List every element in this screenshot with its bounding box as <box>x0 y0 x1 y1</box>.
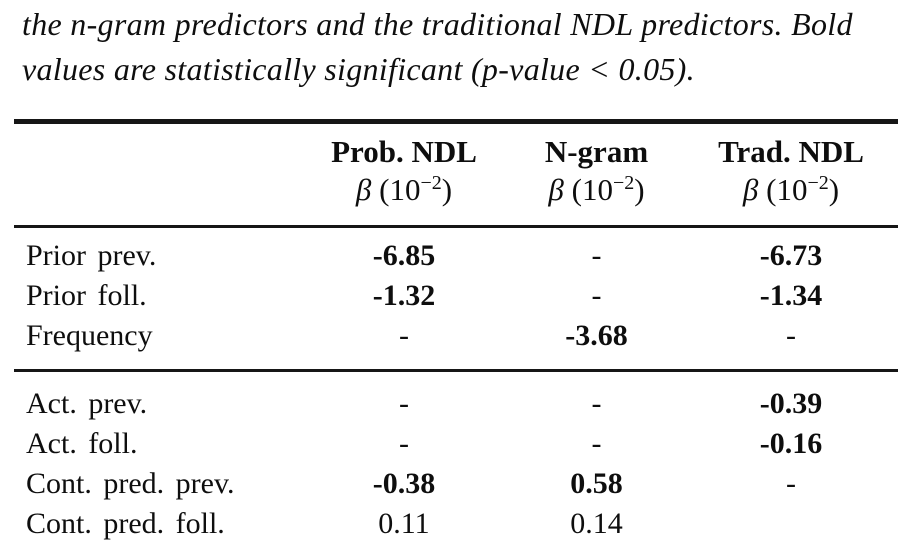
caption-line-2: values are statistically significant (p-… <box>22 51 695 87</box>
table-cell: - <box>591 279 602 312</box>
table-cell: - <box>399 319 409 352</box>
row-label: Prior foll. <box>26 279 147 312</box>
table-row: Frequency - -3.68 - <box>14 316 898 356</box>
row-label: Frequency <box>26 319 153 352</box>
column-title: Trad. NDL <box>718 134 864 169</box>
table-cell: -6.73 <box>759 239 823 272</box>
column-header-ngram: N-gram β (10−2) <box>509 133 684 213</box>
table-cell: -1.34 <box>759 279 823 312</box>
table-cell: -3.68 <box>565 319 628 352</box>
unit-exponent: −2 <box>612 172 635 194</box>
table-header: Prob. NDL β (10−2) N-gram β (10−2) Trad.… <box>14 124 898 225</box>
row-label: Act. prev. <box>26 387 148 420</box>
beta-symbol: β <box>355 172 372 207</box>
table-cell: -0.16 <box>759 427 823 460</box>
table-row: Prior prev. -6.85 - -6.73 <box>14 236 898 276</box>
column-unit: β (10−2) <box>684 171 898 213</box>
table-row: Prior foll. -1.32 - -1.34 <box>14 276 898 316</box>
column-title: Prob. NDL <box>331 134 477 169</box>
unit-exponent: −2 <box>420 172 442 194</box>
unit-open: (10 <box>758 172 808 207</box>
unit-close: ) <box>828 172 840 207</box>
column-unit: β (10−2) <box>299 171 509 213</box>
column-title: N-gram <box>544 134 649 169</box>
table-row: Act. prev. - - -0.39 <box>14 384 898 424</box>
table-cell: 0.14 <box>570 507 623 540</box>
unit-open: (10 <box>371 172 421 207</box>
beta-symbol: β <box>548 172 564 207</box>
table-cell: - <box>591 387 602 420</box>
table-cell: 0.11 <box>378 507 430 540</box>
table-cell: - <box>786 467 796 500</box>
table-caption: the n-gram predictors and the traditiona… <box>22 2 902 92</box>
table-group-activation: Act. prev. - - -0.39 Act. foll. - - -0.1… <box>14 372 898 544</box>
table-cell: - <box>399 387 409 420</box>
column-header-trad-ndl: Trad. NDL β (10−2) <box>684 133 898 213</box>
caption-line-1: the n-gram predictors and the traditiona… <box>22 6 853 42</box>
table-cell: -6.85 <box>372 239 436 272</box>
unit-close: ) <box>634 172 645 207</box>
column-header-prob-ndl: Prob. NDL β (10−2) <box>299 133 509 213</box>
row-label: Cont. pred. foll. <box>26 507 225 540</box>
table-cell: - <box>786 319 796 352</box>
row-label: Prior prev. <box>26 239 157 272</box>
table-cell: - <box>591 239 602 272</box>
table-group-prior: Prior prev. -6.85 - -6.73 Prior foll. -1… <box>14 228 898 369</box>
row-label: Act. foll. <box>26 427 138 460</box>
row-label: Cont. pred. prev. <box>26 467 235 500</box>
unit-exponent: −2 <box>807 172 829 194</box>
table-cell: - <box>591 427 602 460</box>
table-row: Cont. pred. foll. 0.11 0.14 <box>14 504 898 544</box>
table-cell: -0.38 <box>372 467 436 500</box>
unit-open: (10 <box>563 172 613 207</box>
results-table: Prob. NDL β (10−2) N-gram β (10−2) Trad.… <box>14 119 898 544</box>
table-top-rule <box>14 119 898 124</box>
unit-close: ) <box>441 172 453 207</box>
beta-symbol: β <box>742 172 759 207</box>
table-cell: -1.32 <box>372 279 436 312</box>
table-cell: -0.39 <box>759 387 823 420</box>
table-mid-rule <box>14 369 898 372</box>
table-cell: 0.58 <box>570 467 623 500</box>
column-unit: β (10−2) <box>509 171 684 213</box>
table-cell: - <box>399 427 409 460</box>
table-row: Act. foll. - - -0.16 <box>14 424 898 464</box>
table-header-rule <box>14 225 898 228</box>
table-row: Cont. pred. prev. -0.38 0.58 - <box>14 464 898 504</box>
